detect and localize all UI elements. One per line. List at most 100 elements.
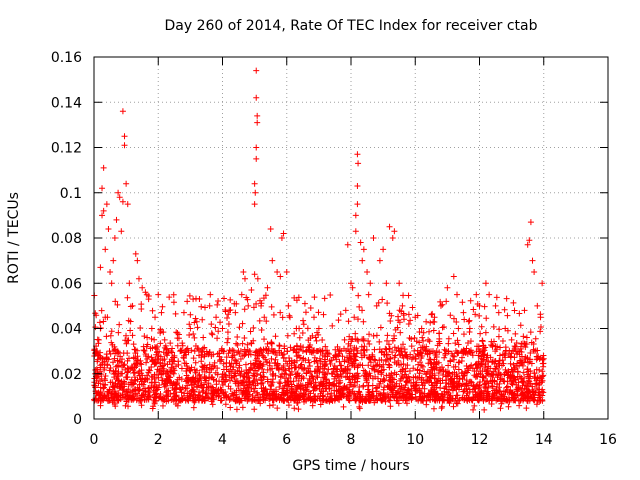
data-point — [108, 328, 115, 335]
data-point — [141, 378, 148, 385]
data-point — [446, 370, 453, 377]
data-point — [452, 340, 459, 347]
data-point — [111, 392, 118, 399]
data-point — [367, 280, 374, 287]
data-point — [273, 391, 280, 398]
data-point — [341, 357, 348, 364]
data-point — [293, 364, 300, 371]
data-point — [331, 380, 338, 387]
data-point — [151, 400, 158, 407]
data-point — [437, 302, 444, 309]
data-point — [151, 359, 158, 366]
data-point — [365, 374, 372, 381]
data-point — [518, 343, 525, 350]
data-point — [230, 391, 237, 398]
data-point — [155, 291, 162, 298]
data-point — [235, 348, 242, 355]
data-point — [161, 397, 168, 404]
data-point — [163, 375, 170, 382]
data-point — [181, 390, 188, 397]
data-point — [327, 292, 334, 299]
data-point — [328, 371, 335, 378]
data-point — [488, 382, 495, 389]
data-point — [405, 292, 412, 299]
data-point — [369, 382, 376, 389]
data-point — [280, 355, 287, 362]
data-point — [529, 386, 536, 393]
data-point — [479, 368, 486, 375]
data-point — [194, 324, 201, 331]
data-point — [312, 386, 319, 393]
data-point — [438, 405, 445, 412]
data-point — [352, 330, 359, 337]
data-point — [226, 360, 233, 367]
data-point — [380, 375, 387, 382]
data-point — [516, 310, 523, 317]
data-point — [337, 311, 344, 318]
data-point — [187, 311, 194, 318]
data-point — [102, 246, 109, 253]
data-point — [481, 347, 488, 354]
data-point — [295, 406, 302, 413]
data-point — [248, 386, 255, 393]
data-point — [431, 375, 438, 382]
data-point — [148, 364, 155, 371]
data-point — [186, 321, 193, 328]
data-point — [251, 385, 258, 392]
data-point — [231, 370, 238, 377]
data-point — [200, 334, 207, 341]
x-tick-label: 16 — [599, 432, 617, 448]
data-point — [395, 317, 402, 324]
data-point — [536, 379, 543, 386]
data-point — [317, 380, 324, 387]
data-point — [288, 362, 295, 369]
data-point — [365, 362, 372, 369]
data-point — [351, 314, 358, 321]
data-point — [393, 380, 400, 387]
data-point — [390, 376, 397, 383]
data-point — [348, 355, 355, 362]
data-point — [219, 371, 226, 378]
data-point — [512, 343, 519, 350]
data-point — [253, 144, 260, 151]
data-point — [527, 368, 534, 375]
data-point — [268, 340, 275, 347]
data-point — [442, 347, 449, 354]
data-point — [147, 345, 154, 352]
data-point — [237, 356, 244, 363]
data-point — [307, 304, 314, 311]
data-point — [291, 405, 298, 412]
data-point — [325, 366, 332, 373]
data-point — [485, 380, 492, 387]
data-point — [133, 363, 140, 370]
data-point — [492, 357, 499, 364]
data-point — [241, 352, 248, 359]
data-point — [134, 393, 141, 400]
data-point — [416, 339, 423, 346]
data-point — [254, 380, 261, 387]
data-point — [213, 381, 220, 388]
data-point — [296, 334, 303, 341]
data-point — [496, 352, 503, 359]
data-point — [399, 302, 406, 309]
data-point — [203, 375, 210, 382]
data-point — [508, 390, 515, 397]
data-point — [396, 383, 403, 390]
data-point — [426, 338, 433, 345]
data-point — [253, 155, 260, 162]
x-tick-label: 2 — [154, 432, 163, 448]
data-point — [107, 332, 114, 339]
data-point — [464, 397, 471, 404]
data-point — [201, 397, 208, 404]
data-point — [245, 384, 252, 391]
data-point — [277, 380, 284, 387]
data-point — [111, 343, 118, 350]
data-point — [378, 369, 385, 376]
data-point — [439, 324, 446, 331]
data-point — [365, 389, 372, 396]
data-point — [194, 394, 201, 401]
data-point — [219, 347, 226, 354]
data-point — [287, 393, 294, 400]
data-point — [524, 379, 531, 386]
